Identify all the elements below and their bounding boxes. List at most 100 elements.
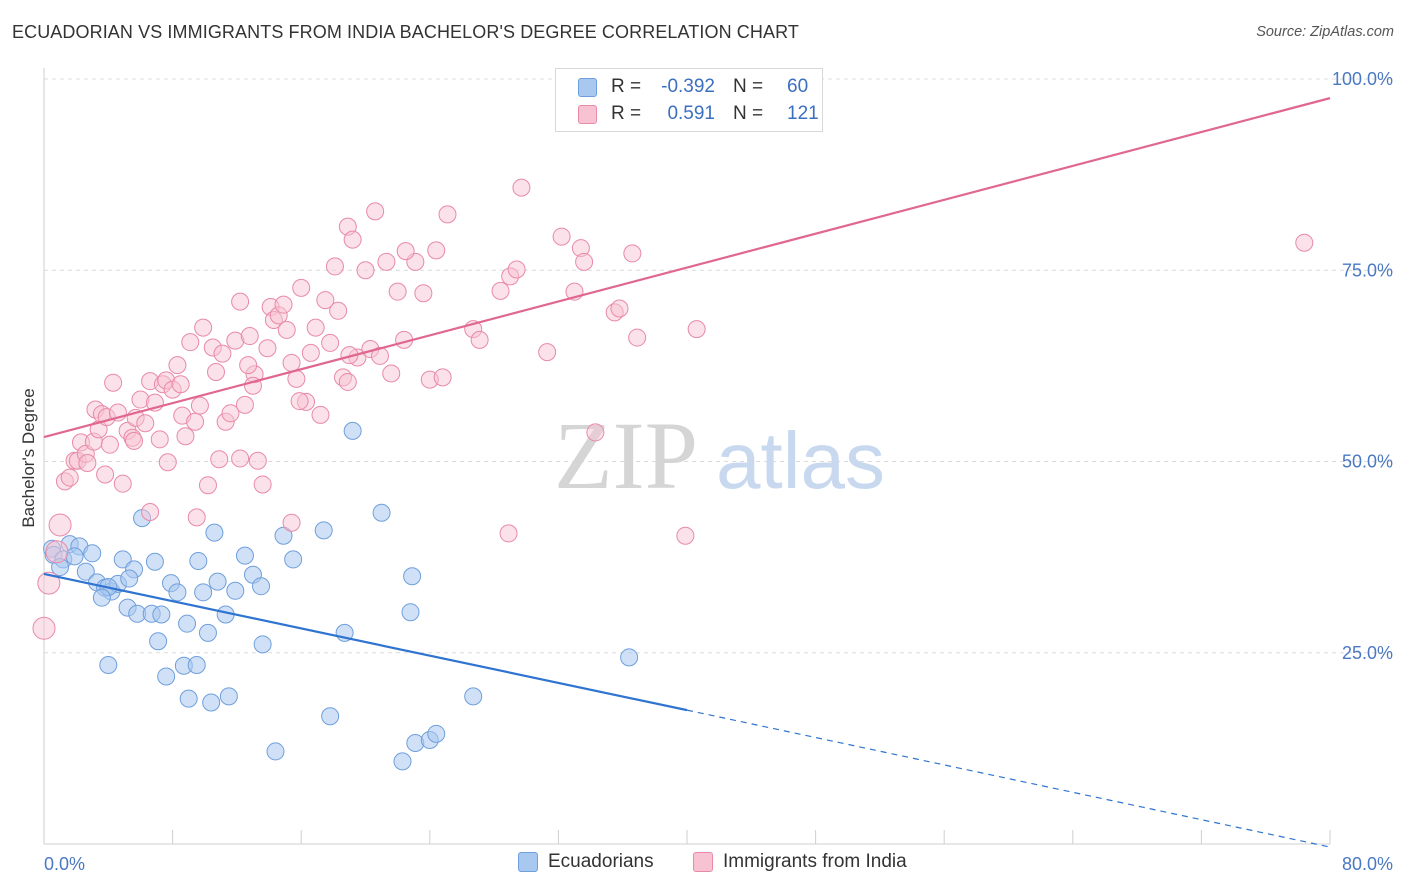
ecuadorian-point [620,648,639,667]
india-point [37,571,61,595]
india-point [141,502,160,521]
india-point [427,241,446,260]
india-point [338,372,357,391]
ecuadorian-point [179,689,198,708]
ecuadorian-point [157,667,176,686]
india-point [240,327,259,346]
india-point [100,435,119,454]
india-point [499,524,518,543]
legend-n-label: N = [733,103,764,124]
india-point [190,396,209,415]
ecuadorians-trend-line [43,572,688,712]
india-point [113,474,132,493]
ecuadorian-point [219,687,238,706]
ecuadorian-point [314,521,333,540]
india-point [231,449,250,468]
india-point [306,318,325,337]
india-point [125,431,144,450]
legend-swatch-india [578,104,597,124]
y-tick-label: 75.0% [1342,260,1393,280]
legend-n-value: 121 [787,103,819,124]
x-tick-label: 0.0% [44,854,85,874]
ecuadorian-point [343,421,362,440]
series-legend-india: Immigrants from India [693,851,907,873]
india-point [512,178,531,197]
chart-title: ECUADORIAN VS IMMIGRANTS FROM INDIA BACH… [12,22,799,42]
india-point [274,295,293,314]
india-point [221,404,240,423]
india-point [290,392,309,411]
correlation-legend: R = -0.392 N = 60 R = 0.591 N = 121 [555,68,823,132]
legend-r-value: 0.591 [667,103,715,124]
india-point [282,513,301,532]
india-point [181,333,200,352]
ecuadorian-point [401,603,420,622]
india-point [321,333,340,352]
india-point [329,301,348,320]
india-point [45,540,69,564]
trend-lines [43,97,1331,848]
india-point [60,468,79,487]
india-point [491,281,510,300]
ecuadorian-point [189,551,208,570]
india-point [168,356,187,375]
legend-n-label: N = [733,76,764,97]
india-point [292,278,311,297]
india-point [282,353,301,372]
india-point [253,475,272,494]
india-point [248,451,267,470]
india-point [470,330,489,349]
india-point [311,405,330,424]
ecuadorian-point [194,583,213,602]
india-point [171,375,190,394]
ecuadorian-point [464,687,483,706]
legend-r-value: -0.392 [661,76,715,97]
ecuadorian-point [152,605,171,624]
india-point [104,373,123,392]
india-point [507,260,526,279]
india-point [176,427,195,446]
india-point [676,526,695,545]
india-point [239,356,258,375]
india-point [623,244,642,263]
india-point [433,368,452,387]
ecuadorian-point [321,707,340,726]
india-point [198,476,217,495]
india-point [78,454,97,473]
india-point [48,513,72,537]
source-label: Source: ZipAtlas.com [1256,24,1394,40]
india-point [687,320,706,339]
watermark: ZIP atlas [554,402,885,509]
ecuadorian-point [235,546,254,565]
india-point [136,414,155,433]
india-point [388,282,407,301]
ecuadorian-point [92,588,111,607]
ecuadorian-point [266,742,285,761]
ecuadorian-point [178,614,197,633]
watermark-zip: ZIP [554,402,698,509]
india-point [610,299,629,318]
india-point [325,257,344,276]
ecuadorian-point [145,552,164,571]
india-point [366,202,385,221]
india-point [186,412,205,431]
india-point [210,450,229,469]
india-point [586,423,605,442]
series-legend: Ecuadorians Immigrants from India [0,851,1406,879]
india-point [207,362,226,381]
ecuadorian-point [113,550,132,569]
ecuadorian-point [403,567,422,586]
ecuadorian-point [76,562,95,581]
india-points [32,178,1314,640]
india-point [628,328,647,347]
india-point [396,242,415,261]
ecuadorian-point [120,569,139,588]
india-point [158,453,177,472]
india-point [316,291,335,310]
ecuadorian-point [198,623,217,642]
legend-r-label: R = [611,103,642,124]
india-point [258,339,277,358]
series-label-india: Immigrants from India [723,851,907,872]
india-point [377,252,396,271]
